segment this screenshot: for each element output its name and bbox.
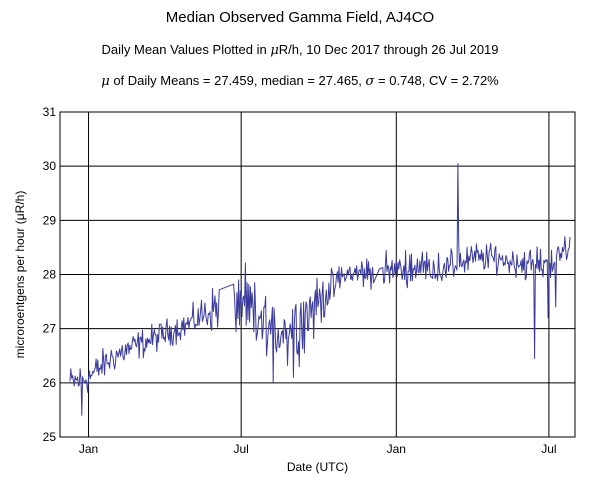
y-tick-label: 31 <box>43 105 57 119</box>
series-line <box>69 163 571 416</box>
chart-subtitle: Daily Mean Values Plotted in μR/h, 10 De… <box>0 42 600 58</box>
x-tick-label: Jan <box>79 442 98 456</box>
subtitle-mu-symbol: μ <box>270 43 279 58</box>
chart-stats: μ of Daily Means = 27.459, median = 27.4… <box>0 73 600 89</box>
y-tick-label: 29 <box>43 213 57 227</box>
y-tick-label: 25 <box>43 430 57 444</box>
plot-frame <box>59 111 576 438</box>
subtitle-prefix: Daily Mean Values Plotted in <box>101 42 271 57</box>
x-axis-label: Date (UTC) <box>287 460 348 474</box>
x-tick-label: Jan <box>387 442 406 456</box>
stats-mu-symbol: μ <box>101 74 110 89</box>
y-axis-ticks: 25 26 27 28 29 30 31 <box>43 105 57 444</box>
x-axis-ticks: Jan Jul Jan Jul <box>79 442 557 456</box>
y-tick-label: 28 <box>43 268 57 282</box>
y-axis-label: microroentgens per hour (μR/h) <box>13 191 27 359</box>
stats-end: = 0.748, CV = 2.72% <box>374 73 499 88</box>
x-tick-label: Jul <box>541 442 556 456</box>
y-tick-label: 30 <box>43 159 57 173</box>
stats-sigma-symbol: σ <box>365 74 375 89</box>
y-tick-label: 26 <box>43 376 57 390</box>
subtitle-suffix: R/h, 10 Dec 2017 through 26 Jul 2019 <box>278 42 499 57</box>
stats-text: of Daily Means = 27.459, median = 27.465… <box>109 73 366 88</box>
grid-lines <box>60 111 575 438</box>
chart-title: Median Observed Gamma Field, AJ4CO <box>165 9 435 26</box>
x-tick-label: Jul <box>233 442 248 456</box>
y-tick-label: 27 <box>43 322 57 336</box>
